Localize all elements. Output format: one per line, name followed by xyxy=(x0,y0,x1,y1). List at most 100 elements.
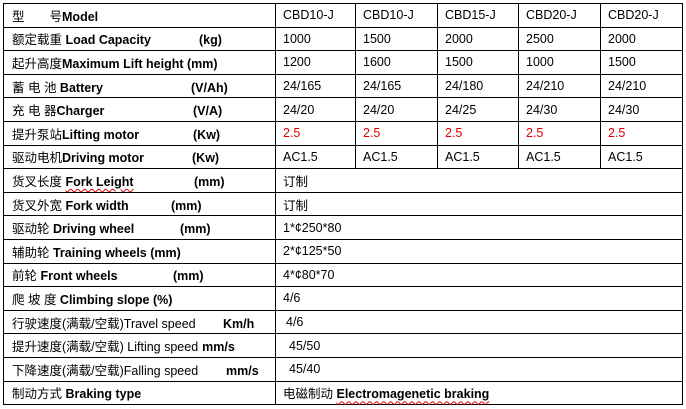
row-label: 提升泵站Lifting motor (Kw) xyxy=(3,120,276,146)
label-cn: 前轮 xyxy=(12,269,41,284)
cell: 24/20 xyxy=(355,97,438,122)
label-en: Driving wheel xyxy=(52,222,135,237)
label-cn: 制动方式 xyxy=(12,387,66,402)
label-text: 货叉外宽 Fork width xyxy=(12,195,167,214)
cell: 2.5 xyxy=(437,120,519,146)
cell: 24/210 xyxy=(518,73,601,99)
label-cn: 辅助轮 xyxy=(12,245,53,260)
cell: 2000 xyxy=(437,26,519,52)
label-en: Lifting motor xyxy=(62,127,140,142)
value-cell: 1*¢250*80 xyxy=(275,215,683,240)
label-en: Front wheels xyxy=(40,269,118,284)
label-text: 爬 坡 度 Climbing slope (%) xyxy=(12,289,172,308)
label-en: Fork Leight xyxy=(65,174,134,189)
label-text: 提升泵站Lifting motor xyxy=(12,124,189,143)
label-unit: Km/h xyxy=(223,316,255,331)
table-row: 制动方式 Braking type 电磁制动 Electromagenetic b… xyxy=(3,380,683,406)
cell: 2.5 xyxy=(600,120,683,146)
table-row: 充 电 器Charger (V/A) 24/20 24/20 24/25 24/30 24/… xyxy=(3,97,683,122)
label-cn: 货叉外宽 xyxy=(12,198,66,213)
label-text: 前轮 Front wheels xyxy=(12,265,169,284)
label-cn: 充 电 器 xyxy=(12,104,57,119)
label-text: 额定载重 Load Capacity xyxy=(12,29,195,48)
label-en: Model xyxy=(62,9,99,24)
value-cell: 45/50 xyxy=(275,333,683,358)
value-cell: 订制 xyxy=(275,168,683,193)
value-cell: 2*¢125*50 xyxy=(275,238,683,264)
cell: 24/165 xyxy=(275,73,356,99)
label-en: Charger xyxy=(56,104,105,119)
label-unit: (kg) xyxy=(199,33,222,48)
value-cell: 电磁制动 Electromagenetic braking xyxy=(275,380,683,406)
label-text: 制动方式 Braking type xyxy=(12,383,141,402)
row-label: 制动方式 Braking type xyxy=(3,380,276,406)
row-label: 起升高度Maximum Lift height (mm) xyxy=(3,50,276,75)
table-row-model: 型 号Model CBD10-J CBD10-J CBD15-J CBD20-J… xyxy=(3,3,683,28)
spec-table: 型 号Model CBD10-J CBD10-J CBD15-J CBD20-J… xyxy=(3,3,683,406)
label-text: 起升高度Maximum Lift height (mm) xyxy=(12,53,218,72)
label-unit: mm/s xyxy=(226,363,259,378)
cell: 24/30 xyxy=(518,97,601,122)
row-label: 驱动电机Driving motor (Kw) xyxy=(3,144,276,170)
label-cn: 驱动电机 xyxy=(12,151,63,166)
cell: 24/210 xyxy=(600,73,683,99)
value-cell: 4/6 xyxy=(275,286,683,311)
cell: AC1.5 xyxy=(600,144,683,170)
label-text: 蓄 电 池 Battery xyxy=(12,77,187,96)
table-row: 额定载重 Load Capacity (kg) 1000 1500 2000 2500 20… xyxy=(3,26,683,52)
row-label: 行驶速度(满载/空载)Travel speed Km/h xyxy=(3,309,276,335)
label-unit: mm/s xyxy=(202,340,235,355)
label-unit: (mm) xyxy=(171,198,202,213)
cell: CBD10-J xyxy=(355,3,438,28)
row-label: 货叉长度 Fork Leight (mm) xyxy=(3,168,276,193)
cell: 24/30 xyxy=(600,97,683,122)
label-cn: 额定载重 xyxy=(12,33,66,48)
cell: 2.5 xyxy=(275,120,356,146)
row-label: 下降速度(满载/空载)Falling speed mm/s xyxy=(3,356,276,382)
label-text: 行驶速度(满载/空载)Travel speed xyxy=(12,313,219,332)
cell: 2000 xyxy=(600,26,683,52)
table-row: 下降速度(满载/空载)Falling speed mm/s 45/40 xyxy=(3,356,683,382)
label-unit: (Kw) xyxy=(193,127,221,142)
row-label: 前轮 Front wheels (mm) xyxy=(3,262,276,288)
label-text: 驱动轮 Driving wheel xyxy=(12,218,176,237)
value-cell: 4/6 xyxy=(275,309,683,335)
cell: CBD20-J xyxy=(600,3,683,28)
cell: 2500 xyxy=(518,26,601,52)
label-text: 提升速度(满载/空载) Lifting speed xyxy=(12,336,198,355)
cell: CBD15-J xyxy=(437,3,519,28)
cell: AC1.5 xyxy=(437,144,519,170)
table-row: 货叉长度 Fork Leight (mm) 订制 xyxy=(3,168,683,193)
table-row: 提升泵站Lifting motor (Kw) 2.5 2.5 2.5 2.5 2.5 xyxy=(3,120,683,146)
label-cn: 提升速度(满载/空载) Lifting speed xyxy=(12,340,199,355)
table-row: 行驶速度(满载/空载)Travel speed Km/h 4/6 xyxy=(3,309,683,335)
row-label: 提升速度(满载/空载) Lifting speed mm/s xyxy=(3,333,276,358)
label-cn: 起升高度 xyxy=(12,56,63,71)
cell: 2.5 xyxy=(518,120,601,146)
cell: AC1.5 xyxy=(518,144,601,170)
cell: 24/20 xyxy=(275,97,356,122)
table-row: 驱动电机Driving motor (Kw) AC1.5 AC1.5 AC1.5 AC1.… xyxy=(3,144,683,170)
cell: 1000 xyxy=(518,50,601,75)
label-unit: (Kw) xyxy=(192,151,220,166)
cell: 2.5 xyxy=(355,120,438,146)
row-label: 辅助轮 Training wheels (mm) xyxy=(3,238,276,264)
label-en: Training wheels (mm) xyxy=(52,245,181,260)
value-cell: 订制 xyxy=(275,191,683,217)
label-unit: (mm) xyxy=(194,174,225,189)
label-unit: (mm) xyxy=(173,269,204,284)
label-cn: 下降速度(满载/空载)Falling speed xyxy=(12,363,199,378)
label-text: 下降速度(满载/空载)Falling speed xyxy=(12,360,222,379)
label-unit: (V/Ah) xyxy=(191,80,228,95)
label-text: 货叉长度 Fork Leight xyxy=(12,171,190,190)
cell: 24/165 xyxy=(355,73,438,99)
label-en: Load Capacity xyxy=(65,33,151,48)
label-cn: 爬 坡 度 xyxy=(12,292,60,307)
row-label: 驱动轮 Driving wheel (mm) xyxy=(3,215,276,240)
cell: AC1.5 xyxy=(275,144,356,170)
cell: 24/180 xyxy=(437,73,519,99)
label-cn: 提升泵站 xyxy=(12,127,63,142)
cell: 1500 xyxy=(600,50,683,75)
row-label: 蓄 电 池 Battery (V/Ah) xyxy=(3,73,276,99)
label-unit: (mm) xyxy=(180,222,211,237)
